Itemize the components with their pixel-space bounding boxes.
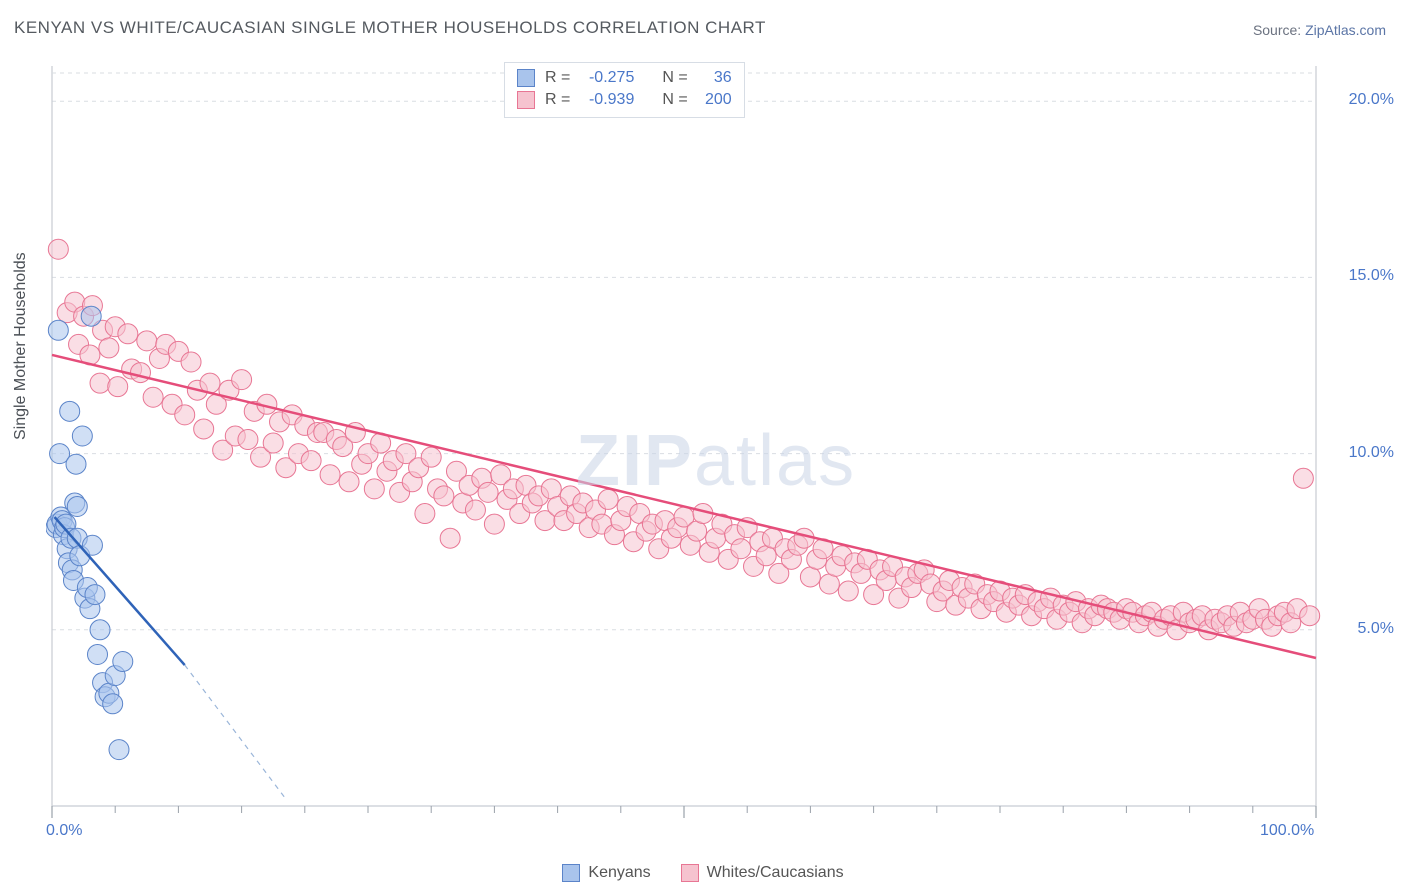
square-icon xyxy=(562,864,580,882)
x-legend: Kenyans Whites/Caucasians xyxy=(0,864,1406,882)
y-tick-label: 5.0% xyxy=(1324,620,1394,638)
y-tick-label: 20.0% xyxy=(1324,91,1394,109)
y-tick-label: 10.0% xyxy=(1324,444,1394,462)
source-attribution: Source: ZipAtlas.com xyxy=(1253,22,1386,38)
stat-r-value-whites: -0.939 xyxy=(580,91,634,109)
plot-area: ZIPatlas xyxy=(46,60,1326,832)
y-axis-label: Single Mother Households xyxy=(12,252,30,440)
square-icon xyxy=(517,69,535,87)
stat-n-value-whites: 200 xyxy=(698,91,732,109)
stat-r-label: R = xyxy=(545,91,570,109)
legend-label-kenyans: Kenyans xyxy=(588,864,650,882)
legend-item-whites: Whites/Caucasians xyxy=(681,864,844,882)
source-link[interactable]: ZipAtlas.com xyxy=(1305,22,1386,38)
x-tick-label: 100.0% xyxy=(1260,822,1314,840)
chart-svg xyxy=(46,60,1326,832)
stat-r-value-kenyans: -0.275 xyxy=(580,69,634,87)
y-tick-label: 15.0% xyxy=(1324,267,1394,285)
square-icon xyxy=(517,91,535,109)
stat-n-value-kenyans: 36 xyxy=(698,69,732,87)
stats-row-kenyans: R = -0.275 N = 36 xyxy=(517,67,732,89)
chart-title: KENYAN VS WHITE/CAUCASIAN SINGLE MOTHER … xyxy=(14,18,766,38)
legend-item-kenyans: Kenyans xyxy=(562,864,650,882)
square-icon xyxy=(681,864,699,882)
x-tick-label: 0.0% xyxy=(46,822,82,840)
stats-row-whites: R = -0.939 N = 200 xyxy=(517,89,732,111)
source-label: Source: xyxy=(1253,22,1301,38)
stats-box: R = -0.275 N = 36 R = -0.939 N = 200 xyxy=(504,62,745,118)
chart-container: KENYAN VS WHITE/CAUCASIAN SINGLE MOTHER … xyxy=(0,0,1406,892)
stat-n-label: N = xyxy=(662,69,687,87)
stat-r-label: R = xyxy=(545,69,570,87)
stat-n-label: N = xyxy=(662,91,687,109)
legend-label-whites: Whites/Caucasians xyxy=(707,864,844,882)
